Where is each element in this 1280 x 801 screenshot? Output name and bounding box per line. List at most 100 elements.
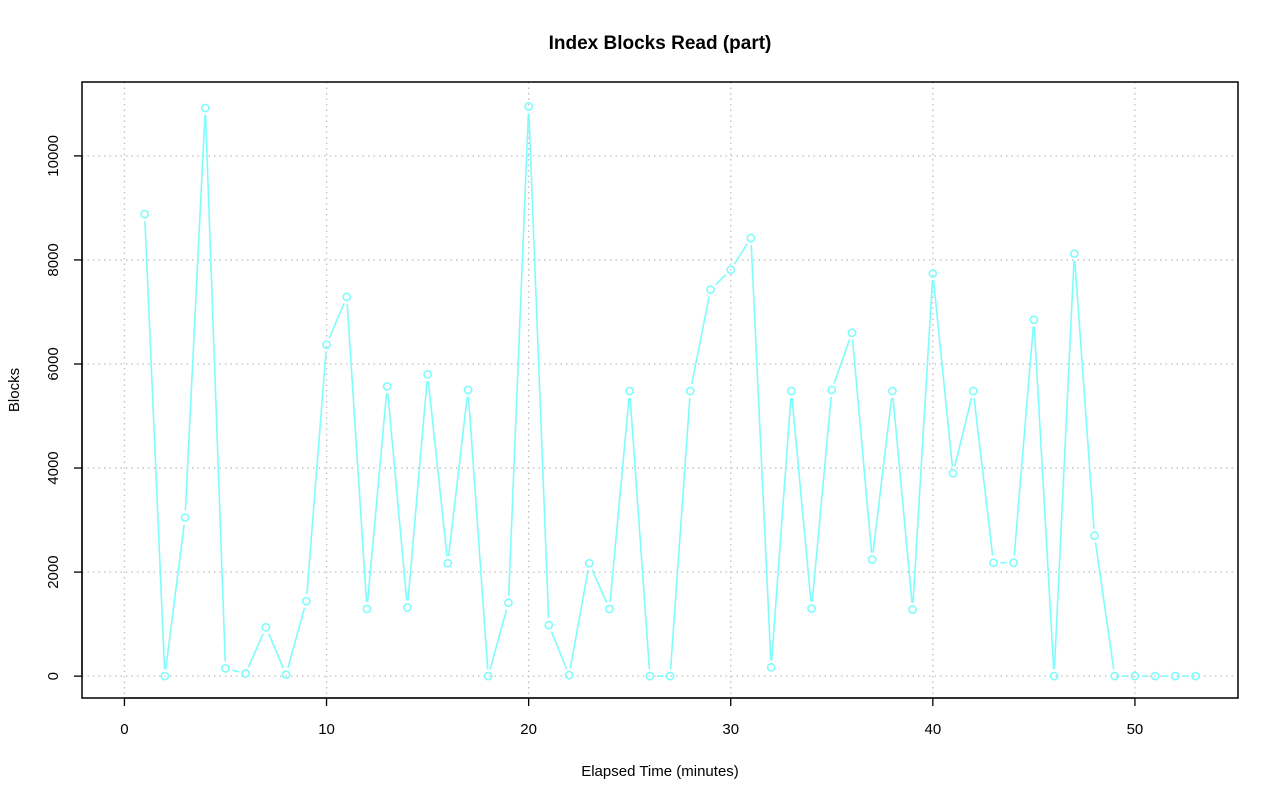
series-segment (1013, 326, 1035, 556)
series-segment (267, 633, 285, 669)
x-axis-label: Elapsed Time (minutes) (581, 763, 739, 780)
y-tick-label: 10000 (45, 135, 62, 177)
data-point (1090, 531, 1099, 541)
series-segment (232, 669, 240, 673)
data-point (1191, 671, 1200, 681)
data-point (241, 669, 251, 678)
data-point (1130, 671, 1140, 681)
data-point (1009, 558, 1019, 568)
data-point (706, 285, 715, 294)
series-segment (528, 113, 550, 619)
data-point (544, 620, 554, 630)
series-segment (770, 397, 792, 661)
series-segment (204, 114, 227, 662)
series-segment (591, 569, 608, 603)
y-tick-label: 4000 (45, 451, 62, 484)
x-tick-label: 50 (1127, 721, 1144, 738)
series-segment (791, 397, 812, 602)
series-segment (1033, 326, 1055, 670)
series-segment (629, 397, 651, 670)
data-point (766, 662, 776, 672)
chart-title: Index Blocks Read (part) (549, 33, 772, 54)
series-segment (346, 303, 368, 603)
series-segment (447, 396, 468, 557)
x-tick-label: 40 (924, 721, 941, 738)
series-segment (714, 274, 727, 286)
data-point (1029, 315, 1039, 325)
data-point (402, 603, 412, 612)
data-point (281, 670, 291, 679)
series-segment (892, 397, 913, 603)
data-point (989, 558, 998, 568)
data-point (1150, 671, 1160, 681)
data-point (160, 671, 170, 681)
series-segment (144, 221, 166, 670)
data-point (524, 102, 534, 111)
series (140, 102, 1200, 681)
data-point (827, 385, 837, 395)
data-point (382, 381, 392, 391)
series-segment (328, 303, 345, 339)
series-segment (690, 296, 710, 385)
data-point (968, 386, 978, 396)
series-segment (872, 397, 893, 553)
data-point (847, 328, 857, 338)
series-segment (973, 397, 994, 556)
data-point (564, 670, 574, 680)
series-segment (953, 397, 973, 467)
data-point (807, 604, 816, 613)
data-point (1110, 671, 1120, 681)
series-segment (287, 607, 306, 669)
data-point (645, 671, 655, 681)
series-segment (833, 339, 851, 384)
data-point (221, 663, 230, 673)
data-point (1049, 671, 1059, 681)
data-point (746, 233, 756, 243)
y-tick-label: 6000 (45, 347, 62, 380)
series-segment (1094, 542, 1115, 670)
plot-frame (81, 81, 1239, 699)
series-segment (1053, 260, 1075, 670)
series-segment (387, 393, 408, 601)
series-segment (427, 381, 448, 557)
data-point (867, 555, 877, 565)
data-point (180, 513, 190, 522)
data-point (584, 558, 594, 568)
data-point (1170, 671, 1180, 681)
series-segment (569, 569, 589, 669)
data-point (301, 596, 311, 606)
series-segment (851, 339, 873, 553)
y-axis-label: Blocks (6, 368, 23, 412)
series-segment (550, 631, 568, 669)
data-point (948, 468, 958, 478)
data-point (786, 386, 796, 396)
data-point (362, 604, 372, 614)
data-point (908, 605, 918, 614)
series-segment (184, 114, 206, 511)
series-segment (669, 397, 691, 670)
series-segment (467, 396, 489, 670)
data-point (322, 340, 331, 350)
data-point (665, 671, 675, 681)
data-point (605, 604, 614, 614)
data-point (625, 386, 635, 396)
y-tick-label: 8000 (45, 243, 62, 276)
data-point (504, 598, 513, 608)
series-segment (507, 113, 530, 596)
x-tick-label: 0 (120, 721, 128, 738)
series-segment (912, 280, 934, 603)
data-point (888, 386, 897, 396)
data-point (928, 269, 938, 278)
series-segment (164, 524, 185, 670)
x-axis: 0 10 20 30 40 50 (120, 697, 1144, 738)
x-tick-label: 30 (722, 721, 739, 738)
series-segment (247, 633, 264, 668)
series-segment (609, 397, 630, 603)
series-segment (366, 393, 388, 603)
data-point (140, 209, 150, 219)
data-point (726, 265, 736, 275)
x-tick-label: 10 (318, 721, 335, 738)
y-axis: 0 2000 4000 6000 8000 10000 (45, 135, 83, 680)
data-point (342, 292, 352, 302)
